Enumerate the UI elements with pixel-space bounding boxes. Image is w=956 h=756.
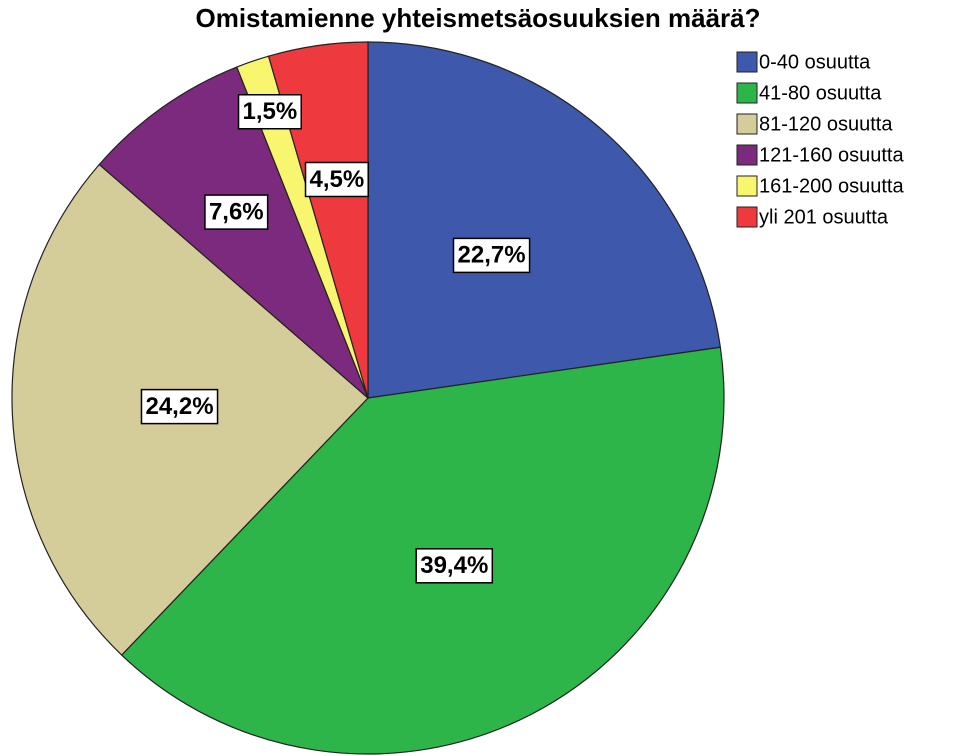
legend-label: 121-160 osuutta [759,144,904,166]
data-label-text: 7,6% [209,198,264,225]
legend-swatch [736,206,758,228]
legend-swatch [736,51,758,73]
data-label-text: 24,2% [145,393,213,420]
legend-swatch [736,175,758,197]
data-label: 4,5% [304,161,369,198]
data-label-box [415,548,494,584]
data-label-box [237,93,302,130]
legend-label: yli 201 osuutta [759,206,889,228]
data-label-box [204,194,269,230]
legend-swatch [736,113,758,135]
data-label: 7,6% [204,194,269,230]
legend-swatch [736,82,758,104]
data-label-box [304,161,369,198]
data-label-text: 4,5% [310,166,365,193]
data-label-text: 39,4% [420,552,488,579]
legend-label: 0-40 osuutta [759,51,871,73]
data-label: 1,5% [237,93,302,130]
data-label: 24,2% [140,388,219,425]
data-label-text: 1,5% [243,98,298,125]
data-label: 22,7% [452,237,531,274]
legend-label: 161-200 osuutta [759,175,904,197]
pie-slice [267,41,369,399]
legend-label: 81-120 osuutta [759,113,893,135]
chart-title: Omistamienne yhteismetsäosuuksien määrä? [195,3,760,33]
pie-slice [98,66,369,399]
data-label-text: 22,7% [458,242,526,269]
data-label: 39,4% [415,548,494,584]
pie-slice [367,41,722,399]
legend-label: 41-80 osuutta [759,82,882,104]
data-label-box [452,237,531,274]
legend-swatch [736,144,758,166]
data-label-box [140,388,219,425]
